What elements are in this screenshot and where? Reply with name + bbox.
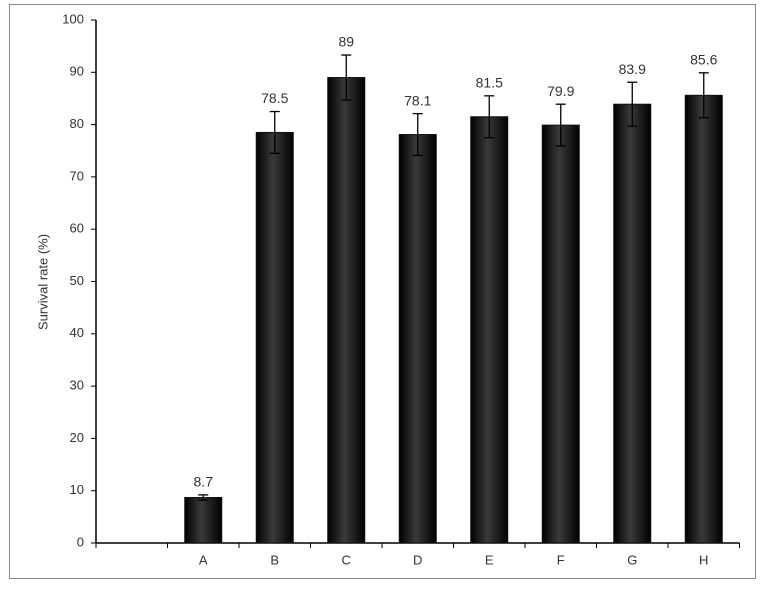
bar — [684, 94, 723, 544]
error-bar — [341, 54, 352, 101]
error-bar — [198, 494, 209, 501]
x-tick-label: A — [199, 552, 208, 567]
x-tick-label: H — [699, 552, 708, 567]
bar — [470, 116, 509, 544]
value-label: 85.6 — [690, 52, 717, 68]
error-bar — [269, 110, 280, 155]
x-tick-label: G — [627, 552, 637, 567]
y-tick-label: 40 — [70, 325, 84, 340]
bar — [255, 131, 294, 544]
y-tick-label: 70 — [70, 168, 84, 183]
value-label: 81.5 — [476, 75, 503, 91]
y-tick-label: 50 — [70, 273, 84, 288]
error-bar — [627, 81, 638, 127]
x-tick-label: D — [413, 552, 422, 567]
value-label: 79.9 — [547, 83, 574, 99]
y-tick-label: 10 — [70, 482, 84, 497]
y-tick-label: 30 — [70, 378, 84, 393]
y-axis-label: Survival rate (%) — [35, 234, 50, 330]
error-bar — [698, 72, 709, 119]
error-bar — [484, 95, 495, 139]
value-label: 8.7 — [194, 474, 214, 490]
bar — [541, 124, 580, 544]
bar — [398, 134, 437, 544]
error-bar — [412, 112, 423, 157]
value-label: 78.5 — [261, 90, 288, 106]
x-tick-label: F — [557, 552, 565, 567]
x-tick-label: B — [270, 552, 279, 567]
y-tick-label: 90 — [70, 64, 84, 79]
bar — [184, 496, 223, 544]
bar — [613, 103, 652, 544]
bar — [327, 77, 366, 544]
x-tick-label: C — [342, 552, 351, 567]
value-label: 83.9 — [619, 61, 646, 77]
chart-border — [9, 4, 756, 579]
y-tick-label: 60 — [70, 221, 84, 236]
value-label: 89 — [338, 34, 354, 50]
value-label: 78.1 — [404, 92, 431, 108]
y-tick-label: 80 — [70, 116, 84, 131]
x-tick-label: E — [485, 552, 494, 567]
y-tick-label: 100 — [62, 11, 84, 26]
y-tick-label: 0 — [77, 534, 84, 549]
y-tick-label: 20 — [70, 430, 84, 445]
error-bar — [555, 103, 566, 147]
